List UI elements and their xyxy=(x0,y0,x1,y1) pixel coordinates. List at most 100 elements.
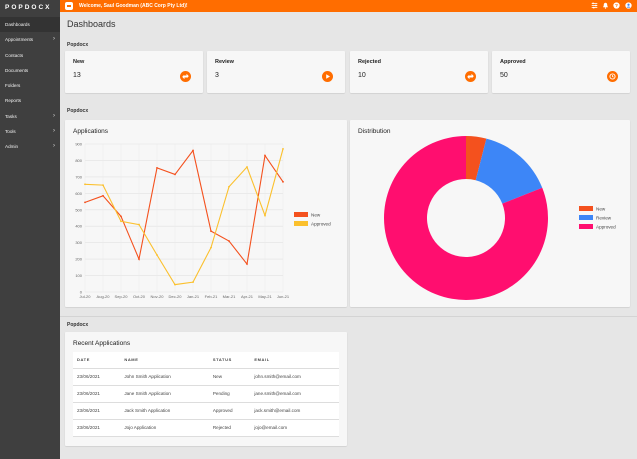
swap-icon xyxy=(180,71,191,82)
distribution-title: Distribution xyxy=(358,128,391,135)
x-tick-label: Mar-21 xyxy=(223,294,236,299)
stat-card-new[interactable]: New 13 xyxy=(65,51,203,93)
table-row[interactable]: 23/06/2021 Jojo Application Rejected jojo@e… xyxy=(73,419,339,437)
brand-logo: POPDOCX xyxy=(5,4,52,11)
y-tick-label: 300 xyxy=(75,240,82,245)
sidebar-item-tools[interactable]: Tools › xyxy=(0,124,60,139)
x-tick-label: Jul-20 xyxy=(80,294,92,299)
sidebar-item-reports[interactable]: Reports xyxy=(0,93,60,108)
table-cell: John Smith Application xyxy=(120,368,209,386)
data-point xyxy=(156,254,158,256)
sidebar-item-tasks[interactable]: Tasks › xyxy=(0,109,60,124)
filter-icon[interactable] xyxy=(591,2,598,9)
distribution-card: Distribution New Review Approved xyxy=(350,120,630,307)
data-point xyxy=(84,183,86,186)
applications-line-chart: 0 100 200 300 400 500 600 700 800 900 Jul-20 Aug-20… xyxy=(75,142,331,300)
table-cell: 23/06/2021 xyxy=(73,402,121,420)
data-point xyxy=(138,223,140,226)
menu-icon[interactable] xyxy=(65,2,73,10)
data-point xyxy=(246,166,248,168)
swap-icon xyxy=(465,71,476,82)
stat-value: 3 xyxy=(215,72,219,79)
section-label: Popdocx xyxy=(67,108,89,114)
stat-card-approved[interactable]: Approved 50 xyxy=(492,51,630,93)
sidebar-item-contacts[interactable]: Contacts xyxy=(0,48,60,63)
sidebar-item-label: Tools xyxy=(5,129,16,135)
chevron-right-icon: › xyxy=(53,112,55,119)
legend-swatch xyxy=(294,212,308,217)
sidebar-item-folders[interactable]: Folders xyxy=(0,78,60,93)
svg-text:?: ? xyxy=(615,3,618,9)
sidebar-item-documents[interactable]: Documents xyxy=(0,63,60,78)
table-cell: Jack Smith Application xyxy=(120,402,209,420)
sidebar: POPDOCX Dashboards Appointments › Contacts D… xyxy=(0,0,60,459)
sidebar-item-label: Contacts xyxy=(5,52,24,58)
column-header[interactable]: DATE xyxy=(73,352,121,369)
data-point xyxy=(210,246,212,249)
sidebar-item-label: Appointments xyxy=(5,37,34,43)
table-cell: Jojo Application xyxy=(120,419,209,437)
data-point xyxy=(282,148,284,150)
data-point xyxy=(174,283,176,286)
stat-label: New xyxy=(73,59,85,65)
section-label: Popdocx xyxy=(67,322,89,328)
x-tick-label: Dec-20 xyxy=(169,294,183,299)
sidebar-item-label: Dashboards xyxy=(5,22,30,27)
welcome-text: Welcome, Saul Goodman (ABC Corp Pty Ltd)… xyxy=(79,3,188,9)
y-tick-label: 0 xyxy=(80,290,83,295)
table-cell: 23/06/2021 xyxy=(73,385,121,403)
applications-card: Applications 0 100 200 300 400 500 600 700 800 90… xyxy=(65,120,347,307)
stat-label: Rejected xyxy=(358,59,381,65)
data-point xyxy=(120,215,122,218)
table-cell: jojo@email.com xyxy=(250,419,339,437)
data-point xyxy=(102,184,104,187)
legend-swatch xyxy=(579,215,593,220)
x-tick-label: Nov-20 xyxy=(151,294,165,299)
x-tick-label: Jun-21 xyxy=(277,294,290,299)
data-point xyxy=(228,240,230,242)
stat-card-rejected[interactable]: Rejected 10 xyxy=(350,51,488,93)
series-line-new xyxy=(84,149,284,266)
table-row[interactable]: 23/06/2021 Jane Smith Application Pending j… xyxy=(73,385,339,403)
bell-icon[interactable] xyxy=(602,2,609,9)
sidebar-item-label: Admin xyxy=(5,144,19,150)
slice-approved[interactable] xyxy=(383,136,548,300)
y-tick-label: 200 xyxy=(75,257,82,262)
chevron-right-icon: › xyxy=(53,36,55,43)
sidebar-item-admin[interactable]: Admin › xyxy=(0,139,60,154)
data-point xyxy=(174,173,176,176)
help-icon[interactable]: ? xyxy=(613,2,620,9)
table-cell: New xyxy=(208,368,251,386)
stat-value: 13 xyxy=(73,72,81,79)
stat-card-review[interactable]: Review 3 xyxy=(207,51,345,93)
slice-new[interactable] xyxy=(466,136,487,181)
stat-value: 10 xyxy=(358,72,366,79)
page-title: Dashboards xyxy=(67,19,116,29)
data-point xyxy=(84,201,86,204)
sidebar-item-appointments[interactable]: Appointments › xyxy=(0,32,60,47)
table-row[interactable]: 23/06/2021 Jack Smith Application Approved… xyxy=(73,402,339,420)
table-row[interactable]: 23/06/2021 John Smith Application New john.… xyxy=(73,368,339,386)
data-point xyxy=(210,230,212,233)
legend-label: New xyxy=(596,206,606,211)
y-tick-label: 900 xyxy=(75,142,82,147)
data-point xyxy=(246,263,248,265)
column-header[interactable]: STATUS xyxy=(208,352,251,369)
stat-label: Review xyxy=(215,59,234,65)
slice-review[interactable] xyxy=(475,138,543,204)
legend-swatch xyxy=(579,224,593,229)
column-header[interactable]: NAME xyxy=(120,352,209,369)
column-header[interactable]: EMAIL xyxy=(250,352,339,369)
table-cell: Rejected xyxy=(208,419,251,437)
recent-applications-card: Recent Applications DATE NAME STATUS EMAIL … xyxy=(65,332,347,446)
recent-applications-table: DATE NAME STATUS EMAIL 23/06/2021 John Smith… xyxy=(73,352,339,437)
data-point xyxy=(192,149,194,152)
stat-value: 50 xyxy=(500,72,508,79)
sidebar-item-dashboards[interactable]: Dashboards xyxy=(0,17,60,33)
applications-title: Applications xyxy=(73,128,109,135)
y-tick-label: 400 xyxy=(75,224,82,229)
legend-swatch xyxy=(294,221,308,226)
user-icon[interactable] xyxy=(624,2,633,9)
table-cell: Jane Smith Application xyxy=(120,385,209,403)
sidebar-item-label: Tasks xyxy=(5,113,17,119)
